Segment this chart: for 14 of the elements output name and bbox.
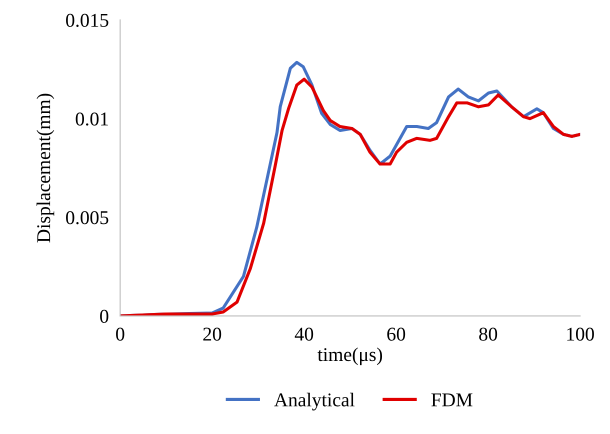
x-tick-label: 60 bbox=[387, 328, 406, 341]
y-tick-label: 0.015 bbox=[66, 14, 108, 27]
y-tick-label: 0.005 bbox=[66, 211, 108, 224]
legend-label: FDM bbox=[431, 394, 472, 406]
y-tick-label: 0 bbox=[100, 310, 108, 323]
x-tick-label: 0 bbox=[116, 328, 124, 341]
x-tick-label: 20 bbox=[203, 328, 222, 341]
legend-label: Analytical bbox=[274, 392, 355, 410]
x-tick-label: 80 bbox=[479, 328, 498, 341]
x-axis-title: time(μs) bbox=[318, 347, 382, 366]
x-tick-label: 40 bbox=[294, 328, 314, 341]
x-tick-label: 100 bbox=[567, 328, 594, 341]
y-tick-label: 0.01 bbox=[76, 112, 108, 126]
y-axis-title: Displacement(mm) bbox=[36, 94, 54, 242]
